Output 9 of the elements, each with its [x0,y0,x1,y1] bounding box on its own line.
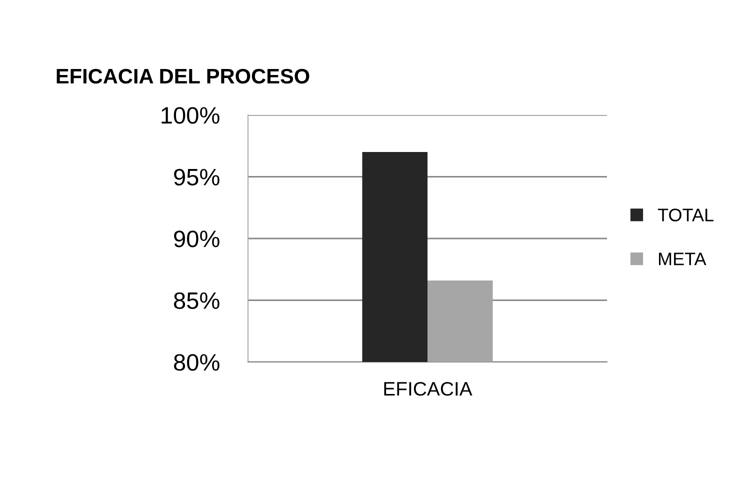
y-tick-label: 100% [162,107,220,124]
text: EFICACIA DEL PROCESO [56,68,310,84]
y-tick-label: 80% [174,354,220,371]
x-tick-label: EFICACIA [384,382,472,396]
y-tick-label: 95% [174,168,220,186]
legend-label: TOTAL [658,208,714,222]
y-tick-label: 90% [174,230,220,248]
y-tick-label: 85% [174,292,220,310]
legend-label: META [658,252,706,266]
